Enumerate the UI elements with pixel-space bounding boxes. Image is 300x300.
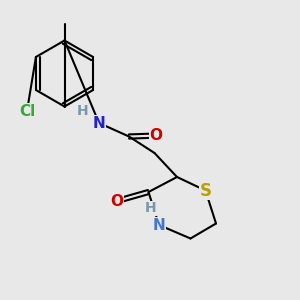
Text: O: O [149, 128, 163, 143]
Text: H: H [145, 202, 156, 215]
Text: O: O [110, 194, 124, 208]
Text: Cl: Cl [19, 103, 35, 118]
Text: S: S [200, 182, 211, 200]
Text: H: H [77, 104, 88, 118]
Text: N: N [93, 116, 105, 130]
Text: N: N [153, 218, 165, 232]
